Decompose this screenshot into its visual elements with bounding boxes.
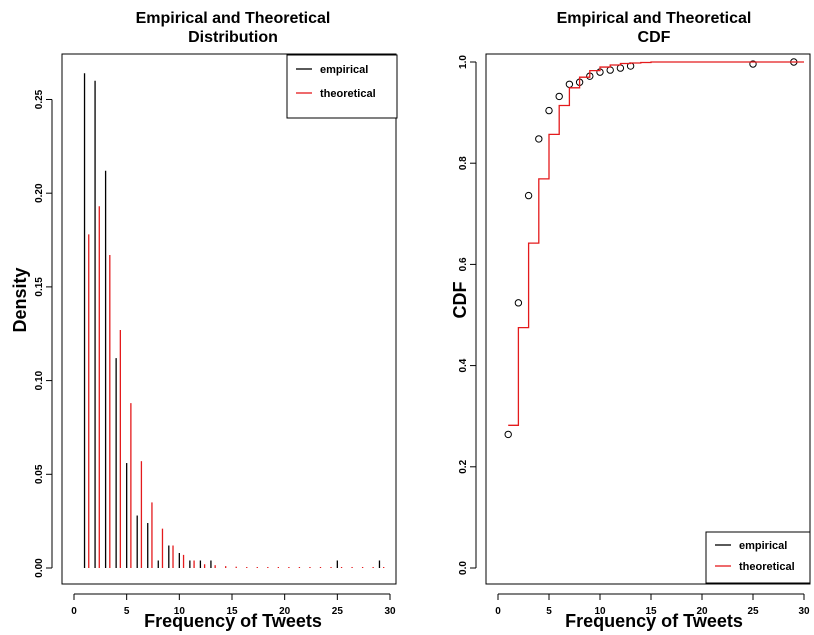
legend-box	[705, 531, 811, 584]
series-empirical	[504, 58, 798, 439]
density-ylabel: Density	[10, 267, 30, 332]
series-theoretical	[88, 206, 385, 568]
y-tick-label: 0.0	[458, 561, 469, 575]
x-tick-label: 20	[279, 606, 291, 617]
legend-box	[286, 54, 398, 119]
density-plot-area: 0 5 10 15 20 25 30 0.00 0.05 0.10 0.15 0.20 0.25 empi…	[34, 53, 398, 617]
empirical-point	[749, 60, 757, 68]
cdf-plot-area: 0 5 10 15 20 25 30 0.0 0.2 0.4 0.6 0.8 1.0 empirical t…	[458, 53, 811, 617]
x-tick-label: 0	[495, 606, 501, 617]
series-empirical	[83, 73, 381, 568]
empirical-point	[524, 191, 533, 200]
empirical-point	[545, 106, 553, 115]
legend-label-empirical: empirical	[320, 64, 368, 76]
x-tick-label: 0	[71, 606, 77, 617]
x-tick-label: 5	[546, 606, 552, 617]
cdf-title-line2: CDF	[638, 29, 671, 46]
empirical-point	[535, 135, 543, 143]
x-tick-label: 10	[174, 606, 186, 617]
x-tick-label: 25	[747, 606, 759, 617]
cdf-title-line1: Empirical and Theoretical	[557, 10, 752, 27]
plot-frame	[61, 53, 397, 585]
x-tick-label: 30	[384, 606, 396, 617]
x-axis-0: 0 5 10 15 20 25 30	[71, 593, 396, 617]
y-tick-label: 0.15	[34, 277, 45, 297]
cdf-panel: Empirical and Theoretical CDF Frequency …	[450, 10, 811, 631]
legend-label-empirical: empirical	[739, 540, 787, 552]
cdf-ylabel: CDF	[450, 282, 470, 319]
x-tick-label: 5	[124, 606, 130, 617]
empirical-point	[555, 92, 563, 101]
series-theoretical	[508, 61, 804, 426]
y-axis-0: 0.00 0.05 0.10 0.15 0.20 0.25	[34, 89, 53, 578]
empirical-point	[504, 430, 512, 439]
density-panel: Empirical and Theoretical Distribution F…	[10, 10, 398, 631]
y-tick-label: 0.00	[34, 558, 45, 578]
cdf-xlabel: Frequency of Tweets	[565, 611, 743, 631]
empirical-point	[514, 299, 523, 307]
plot-frame	[485, 53, 811, 585]
y-tick-label: 0.10	[34, 370, 45, 390]
x-tick-label: 10	[594, 606, 606, 617]
y-tick-label: 1.0	[458, 55, 469, 69]
x-tick-label: 20	[696, 606, 708, 617]
density-title-line1: Empirical and Theoretical	[136, 10, 331, 27]
legend-1: empirical theoretical	[705, 531, 811, 584]
y-tick-label: 0.2	[458, 459, 469, 473]
empirical-point	[606, 66, 614, 74]
y-tick-label: 0.20	[34, 183, 45, 203]
legend-0: empirical theoretical	[286, 54, 398, 119]
y-tick-label: 0.6	[458, 257, 469, 271]
y-tick-label: 0.8	[458, 156, 469, 170]
y-axis-1: 0.0 0.2 0.4 0.6 0.8 1.0	[458, 55, 477, 575]
x-tick-label: 25	[332, 606, 344, 617]
density-title-line2: Distribution	[188, 29, 278, 46]
y-tick-label: 0.05	[34, 464, 45, 484]
x-tick-label: 30	[798, 606, 810, 617]
y-tick-label: 0.4	[458, 358, 469, 372]
x-tick-label: 15	[226, 606, 238, 617]
legend-label-theoretical: theoretical	[320, 88, 376, 100]
y-tick-label: 0.25	[34, 89, 45, 109]
density-xlabel: Frequency of Tweets	[144, 611, 322, 631]
empirical-point	[565, 80, 574, 88]
theoretical-step-line	[508, 61, 804, 426]
x-axis-1: 0 5 10 15 20 25 30	[495, 593, 810, 617]
empirical-point	[616, 64, 625, 72]
legend-label-theoretical: theoretical	[739, 561, 795, 573]
x-tick-label: 15	[645, 606, 657, 617]
